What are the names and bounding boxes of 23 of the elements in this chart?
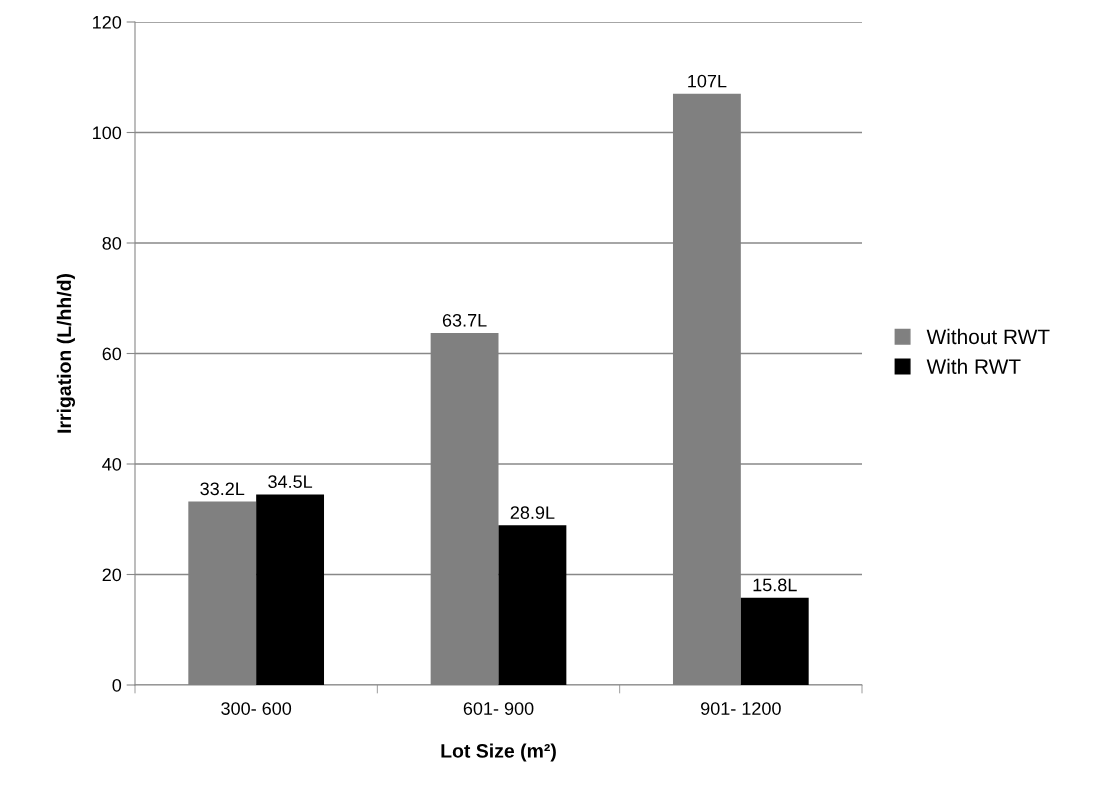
legend-label: With RWT [926, 358, 1021, 374]
y-tick-label: 60 [102, 347, 122, 361]
x-tick-label: 901- 1200 [701, 702, 781, 715]
data-label: 107L [688, 74, 727, 88]
x-axis-title: Lot Size (m²) [441, 743, 556, 762]
bar [498, 525, 567, 685]
y-tick-label: 120 [93, 15, 122, 29]
x-tick-label: 300- 600 [221, 702, 292, 715]
y-axis-title: Irrigation (L/hh/d) [56, 274, 76, 433]
legend-label: Without RWT [926, 328, 1050, 345]
data-label: 33.2L [200, 482, 245, 496]
data-label: 63.7L [442, 313, 487, 327]
y-tick-label: 20 [102, 568, 122, 582]
data-label: 34.5L [268, 475, 313, 489]
y-tick-label: 0 [112, 678, 122, 692]
y-tick-label: 40 [102, 457, 122, 471]
bar [740, 597, 809, 685]
y-tick-label: 100 [93, 126, 122, 140]
bar [256, 494, 325, 685]
data-label: 28.9L [510, 506, 555, 519]
y-tick-label: 80 [102, 236, 122, 250]
x-tick-label: 601- 900 [463, 702, 534, 715]
data-label: 15.8L [753, 578, 797, 592]
